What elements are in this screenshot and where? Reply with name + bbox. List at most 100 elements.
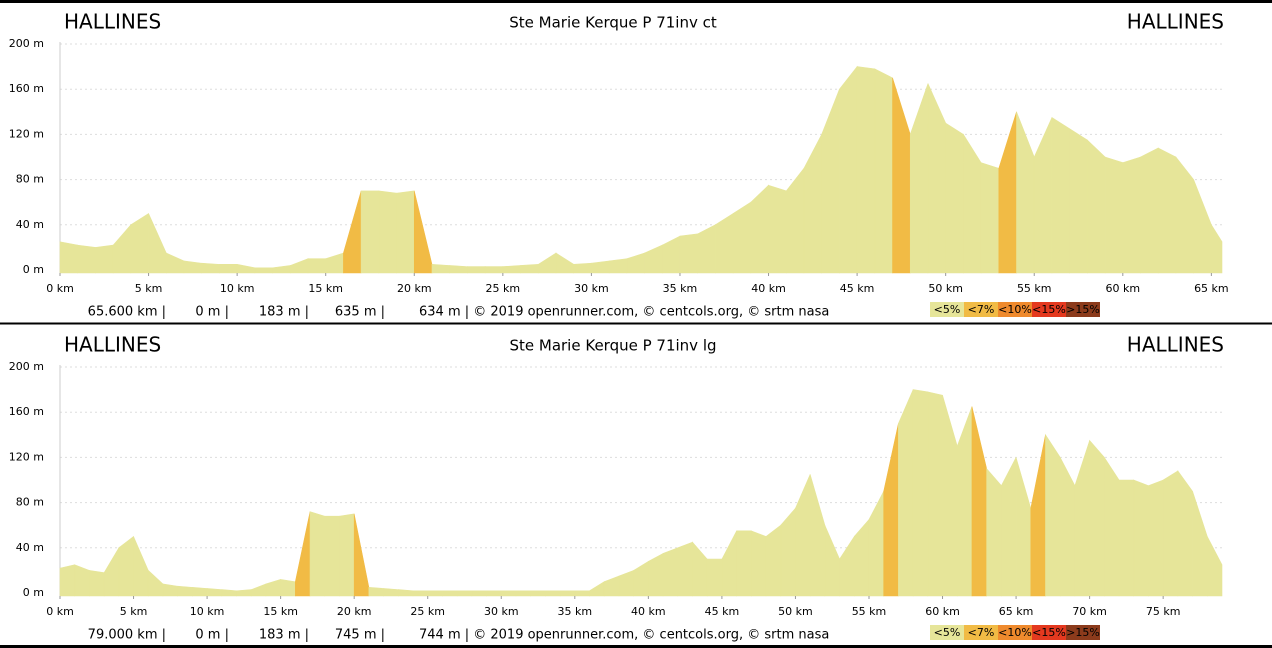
legend-label: <10%: [998, 303, 1032, 316]
elevation-segment: [442, 590, 458, 597]
x-tick-label: 60 km: [1106, 282, 1141, 295]
chart-title: Ste Marie Kerque P 71inv lg: [509, 337, 716, 355]
x-tick-label: 5 km: [135, 282, 163, 295]
x-tick-label: 75 km: [1146, 605, 1181, 618]
x-tick-label: 5 km: [120, 605, 148, 618]
elevation-segment: [986, 467, 1002, 597]
y-tick-label: 80 m: [16, 173, 44, 186]
elevation-segment: [1069, 128, 1088, 274]
start-label: HALLINES: [64, 10, 161, 34]
elevation-segment: [339, 513, 355, 597]
x-tick-label: 10 km: [220, 282, 255, 295]
elevation-segment: [221, 589, 237, 597]
elevation-segment: [398, 589, 414, 597]
footer-text: 0 m |: [195, 628, 229, 643]
elevation-segment: [236, 589, 252, 597]
elevation-segment: [360, 190, 380, 274]
elevation-segment: [1104, 456, 1120, 597]
x-tick-label: 50 km: [928, 282, 963, 295]
elevation-segment: [679, 233, 698, 274]
footer-text: 183 m |: [259, 628, 309, 643]
elevation-segment: [515, 590, 531, 597]
elevation-segment: [1122, 156, 1141, 274]
x-tick-label: 40 km: [631, 605, 666, 618]
elevation-segment: [192, 587, 208, 597]
x-tick-label: 45 km: [840, 282, 875, 295]
legend-swatch: [930, 302, 964, 317]
elevation-segment: [449, 265, 468, 274]
legend-label: <15%: [1032, 303, 1066, 316]
x-tick-label: 0 km: [46, 605, 74, 618]
elevation-segment: [177, 585, 193, 597]
elevation-segment: [732, 201, 752, 274]
x-tick-label: 15 km: [308, 282, 343, 295]
elevation-segment: [1089, 439, 1105, 597]
elevation-segment: [520, 264, 539, 274]
elevation-segment: [89, 570, 105, 597]
elevation-segment: [502, 265, 521, 274]
y-tick-label: 120 m: [9, 450, 44, 463]
elevation-segment: [927, 391, 943, 597]
elevation-segment: [1118, 479, 1135, 597]
elevation-segment: [1051, 116, 1070, 274]
elevation-segment: [307, 258, 327, 274]
elevation-segment: [559, 590, 576, 597]
elevation-segment: [1087, 139, 1106, 274]
elevation-segment: [945, 122, 964, 274]
elevation-segment: [1045, 433, 1061, 597]
legend-swatch: [1032, 625, 1066, 640]
x-tick-label: 20 km: [397, 282, 432, 295]
x-tick-label: 0 km: [46, 282, 74, 295]
elevation-segment: [431, 264, 450, 274]
elevation-segment: [280, 579, 296, 597]
y-tick-label: 200 m: [9, 37, 44, 50]
y-tick-label: 160 m: [9, 82, 44, 95]
legend-swatch: [930, 625, 964, 640]
elevation-segment: [484, 266, 504, 274]
elevation-segment: [396, 190, 415, 274]
elevation-segment: [95, 244, 114, 274]
elevation-segment: [500, 590, 517, 597]
elevation-segment: [162, 583, 178, 597]
legend-swatch: [998, 625, 1032, 640]
elevation-segment: [324, 515, 340, 597]
footer-text: 634 m | © 2019 openrunner.com, © centcol…: [419, 305, 829, 320]
elevation-segment: [912, 389, 929, 597]
legend-label: <15%: [1032, 626, 1066, 639]
elevation-segment: [1140, 147, 1159, 274]
elevation-segment: [471, 590, 487, 597]
legend-swatch: [1066, 625, 1100, 640]
elevation-segment: [59, 564, 76, 597]
elevation-segment: [383, 588, 399, 597]
elevation-segment: [530, 590, 546, 597]
elevation-segment: [309, 511, 326, 597]
legend-label: <7%: [968, 626, 995, 639]
x-tick-label: 55 km: [1017, 282, 1052, 295]
elevation-segment: [368, 587, 384, 597]
elevation-segment: [662, 547, 679, 597]
x-tick-label: 60 km: [925, 605, 960, 618]
footer-text: 183 m |: [259, 305, 309, 320]
end-label: HALLINES: [1127, 333, 1224, 357]
elevation-segment: [898, 389, 914, 597]
elevation-segment: [839, 65, 858, 274]
elevation-segment: [1133, 479, 1149, 597]
x-tick-label: 40 km: [751, 282, 786, 295]
elevation-segment: [378, 190, 397, 274]
footer-text: 635 m |: [335, 305, 385, 320]
elevation-segment: [573, 262, 592, 274]
footer-text: 0 m |: [195, 305, 229, 320]
elevation-segment: [1177, 470, 1193, 597]
x-tick-label: 30 km: [484, 605, 519, 618]
legend-label: <5%: [934, 303, 961, 316]
elevation-segment: [206, 588, 223, 597]
x-tick-label: 10 km: [190, 605, 225, 618]
elevation-segment: [751, 530, 767, 597]
elevation-segment: [456, 590, 473, 597]
elevation-segment: [980, 162, 1000, 274]
x-tick-label: 15 km: [263, 605, 298, 618]
legend-swatch: [1066, 302, 1100, 317]
legend-swatch: [998, 302, 1032, 317]
elevation-segment: [545, 590, 561, 597]
